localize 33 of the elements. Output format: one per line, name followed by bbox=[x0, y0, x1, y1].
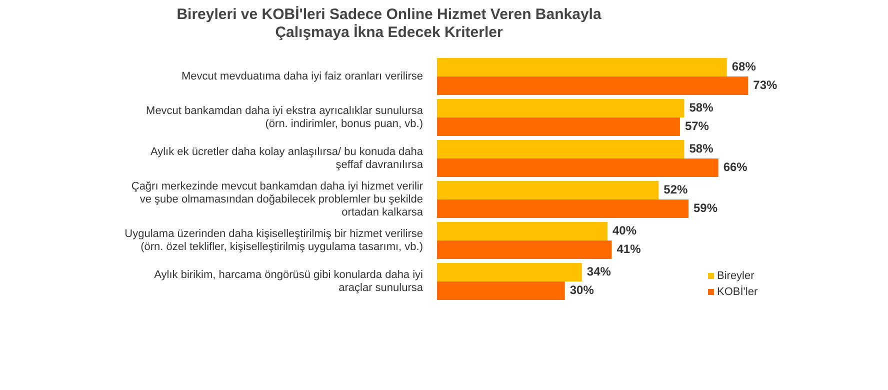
data-label: 73% bbox=[753, 78, 778, 92]
bar bbox=[437, 76, 748, 95]
legend-label: KOBİ'ler bbox=[717, 286, 758, 298]
bar bbox=[437, 282, 565, 300]
bar bbox=[437, 200, 688, 218]
y-tick-label: Mevcut mevduatıma daha iyi faiz oranları verilirse bbox=[182, 70, 423, 83]
bar bbox=[437, 99, 684, 118]
data-label: 30% bbox=[570, 283, 594, 298]
y-tick-label: Aylık ek ücretler daha kolay anlaşılırsa/ bu konuda daha şeffaf davranılırsa bbox=[150, 146, 424, 172]
y-tick-label: Çağrı merkezinde mevcut bankamdan daha iyi hizmet verilir ve şube olmamasından doğabilecek problemler bu şekilde ortadan kalkarsa bbox=[131, 180, 424, 219]
data-label: 58% bbox=[689, 100, 714, 115]
chart-title: Bireyleri ve KOBİ'leri Sadece Online Hizmet Veren Bankayla Çalışmaya İkna Edecek Kriterler bbox=[176, 6, 602, 42]
data-label: 66% bbox=[723, 160, 748, 174]
bar bbox=[437, 263, 582, 282]
data-label: 59% bbox=[693, 201, 718, 216]
data-label: 68% bbox=[732, 60, 756, 74]
bar bbox=[437, 158, 718, 177]
data-label: 52% bbox=[664, 182, 688, 197]
bar bbox=[437, 118, 680, 136]
data-label: 57% bbox=[684, 119, 710, 134]
data-label: 41% bbox=[616, 242, 642, 256]
data-label: 34% bbox=[586, 264, 612, 279]
bar bbox=[437, 222, 608, 240]
y-tick-label: Aylık birikim, harcama öngörüsü gibi konularda daha iyi araçlar sunulursa bbox=[154, 268, 424, 294]
data-label: 58% bbox=[689, 142, 714, 156]
bar bbox=[437, 140, 684, 158]
bar bbox=[437, 181, 659, 200]
y-tick-label: Mevcut bankamdan daha iyi ekstra ayrıcalıklar sunulursa (örn. indirimler, bonus puan, vb.) bbox=[146, 104, 424, 130]
y-tick-label: Uygulama üzerinden daha kişiselleştirilmiş bir hizmet verilirse (örn. özel teklifler, kişiselleştirilmiş uygulama tasarımı, vb.) bbox=[124, 228, 423, 254]
data-label: 40% bbox=[612, 224, 637, 238]
bar bbox=[437, 58, 727, 76]
bar bbox=[437, 240, 612, 259]
legend-label: Bireyler bbox=[717, 270, 754, 282]
